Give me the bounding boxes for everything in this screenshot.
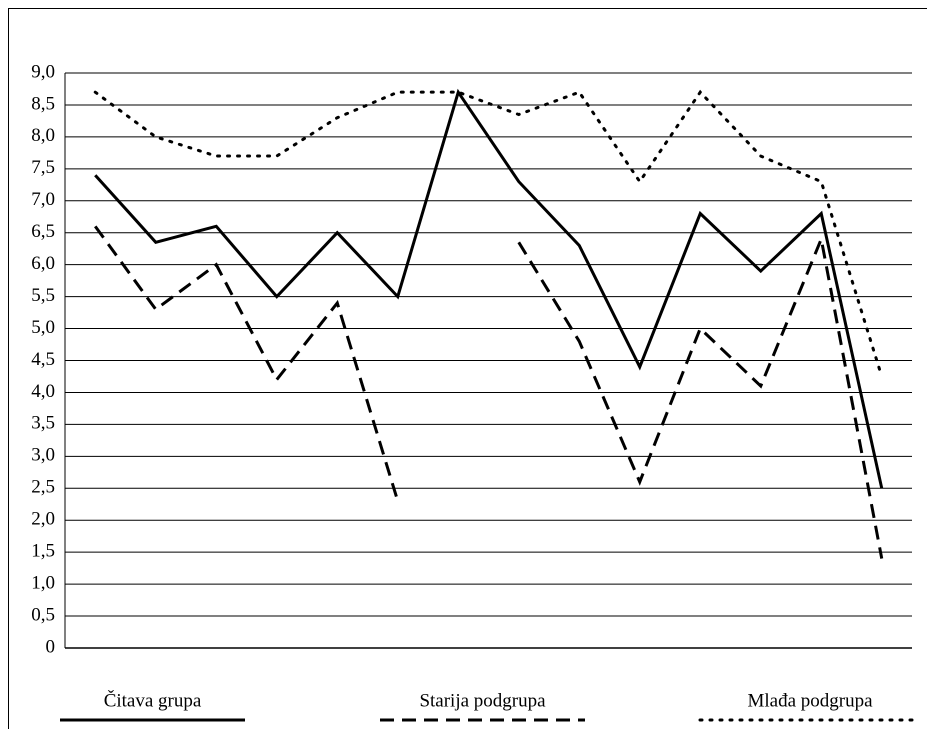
y-tick-label: 6,5 — [31, 221, 55, 242]
y-tick-label: 3,5 — [31, 413, 55, 434]
y-tick-label: 7,5 — [31, 157, 55, 178]
y-tick-label: 0,5 — [31, 604, 55, 625]
y-tick-label: 1,0 — [31, 572, 55, 593]
y-tick-label: 5,5 — [31, 285, 55, 306]
legend-label: Mlađa podgrupa — [747, 690, 873, 711]
y-tick-label: 4,5 — [31, 349, 55, 370]
y-tick-label: 5,0 — [31, 317, 55, 338]
legend-label: Čitava grupa — [104, 689, 202, 711]
y-tick-label: 2,0 — [31, 509, 55, 530]
y-tick-label: 0 — [46, 636, 56, 657]
y-tick-label: 3,0 — [31, 445, 55, 466]
y-tick-label: 8,0 — [31, 125, 55, 146]
y-tick-label: 9,0 — [31, 61, 55, 82]
y-tick-label: 2,5 — [31, 477, 55, 498]
y-tick-label: 1,5 — [31, 541, 55, 562]
series-line — [94, 88, 884, 489]
y-tick-label: 4,0 — [31, 381, 55, 402]
y-tick-label: 7,0 — [31, 189, 55, 210]
y-tick-label: 8,5 — [31, 93, 55, 114]
series-line — [93, 89, 884, 378]
chart-frame — [8, 8, 927, 729]
series-line — [94, 225, 884, 559]
legend-label: Starija podgrupa — [419, 690, 546, 711]
y-tick-label: 6,0 — [31, 253, 55, 274]
